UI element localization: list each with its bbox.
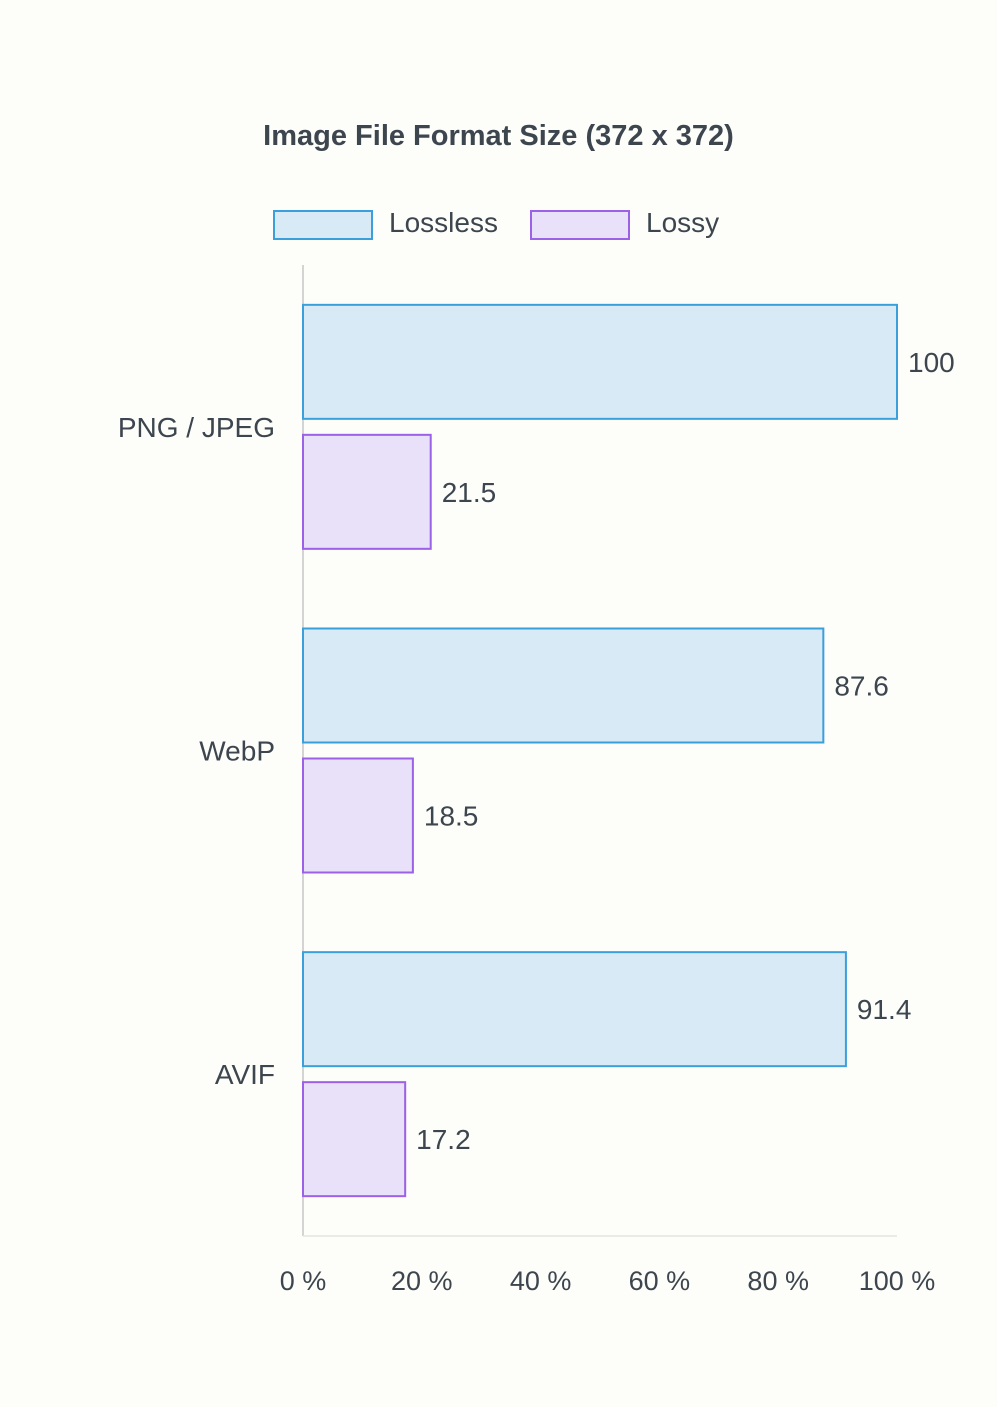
legend-label-lossy: Lossy <box>646 207 720 238</box>
bar-lossless <box>302 303 898 420</box>
bar-value-label: 91.4 <box>857 994 912 1025</box>
x-tick-label: 80 % <box>747 1266 809 1296</box>
bar-value-label: 21.5 <box>442 477 497 508</box>
bar-value-label: 18.5 <box>424 801 479 832</box>
x-tick-label: 20 % <box>391 1266 453 1296</box>
x-tick-label: 0 % <box>280 1266 327 1296</box>
bar-lossless <box>302 951 847 1068</box>
bar-lossy <box>302 757 414 874</box>
category-label: AVIF <box>215 1059 275 1090</box>
legend-swatch-lossy <box>530 210 630 240</box>
x-tick-label: 60 % <box>629 1266 691 1296</box>
bar-value-label: 17.2 <box>416 1124 471 1155</box>
bar-value-label: 87.6 <box>834 671 889 702</box>
category-label: PNG / JPEG <box>118 412 275 443</box>
bar-value-label: 100 <box>908 347 955 378</box>
bar-lossy <box>302 433 432 550</box>
legend-label-lossless: Lossless <box>389 207 498 238</box>
legend-swatch-lossless <box>273 210 373 240</box>
category-label: WebP <box>199 736 275 767</box>
bar-lossy <box>302 1081 407 1198</box>
chart-legend: Lossless Lossy <box>0 205 997 245</box>
chart-title: Image File Format Size (372 x 372) <box>263 120 734 152</box>
x-tick-label: 40 % <box>510 1266 572 1296</box>
x-tick-label: 100 % <box>859 1266 936 1296</box>
bar-lossless <box>302 627 825 744</box>
